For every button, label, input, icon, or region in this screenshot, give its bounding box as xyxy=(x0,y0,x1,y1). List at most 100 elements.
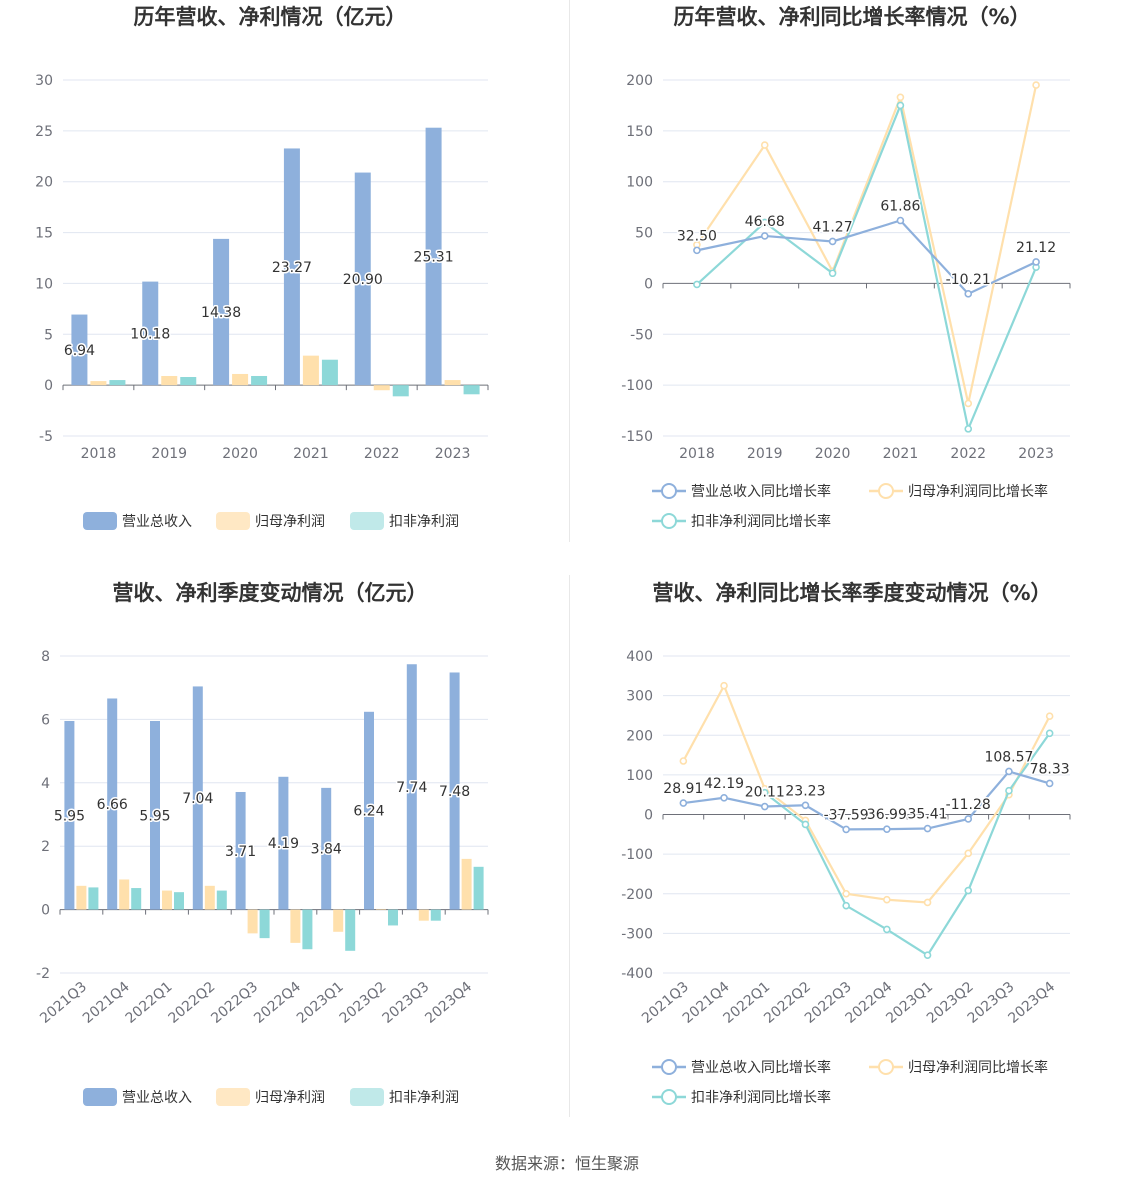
legend-label: 营业总收入同比增长率 xyxy=(691,1059,831,1076)
x-tick-label: 2021 xyxy=(883,446,919,462)
data-label: 6.66 xyxy=(97,797,128,813)
bar xyxy=(213,238,230,386)
y-tick-label: 50 xyxy=(635,226,653,242)
chart-title: 历年营收、净利同比增长率情况（%） xyxy=(673,5,1030,29)
x-tick-label: 2023Q2 xyxy=(337,979,390,1027)
legend-swatch xyxy=(83,1088,117,1106)
series-line xyxy=(682,683,1051,904)
legend-marker xyxy=(661,1089,677,1105)
data-label: 10.18 xyxy=(130,326,170,342)
data-point xyxy=(760,802,769,811)
legend-marker xyxy=(878,483,894,499)
data-point xyxy=(964,399,973,408)
data-point xyxy=(1032,258,1040,266)
y-tick-label: 30 xyxy=(35,73,53,89)
y-tick-label: -400 xyxy=(621,966,653,982)
data-point xyxy=(828,237,837,246)
x-tick-label: 2018 xyxy=(81,446,117,462)
y-tick-label: 300 xyxy=(626,689,653,705)
y-tick-label: -100 xyxy=(621,378,653,394)
chart-title: 营收、净利同比增长率季度变动情况（%） xyxy=(652,581,1051,605)
bar xyxy=(150,720,160,910)
data-point xyxy=(896,101,905,110)
data-label: 108.57 xyxy=(984,749,1033,765)
x-tick-label: 2019 xyxy=(151,446,187,462)
data-label: 42.19 xyxy=(704,776,744,792)
legend-swatch xyxy=(216,512,250,530)
y-tick-label: 15 xyxy=(35,226,53,242)
bar xyxy=(354,172,371,386)
data-label: 5.95 xyxy=(54,808,85,824)
data-point xyxy=(842,901,850,910)
data-label: 28.91 xyxy=(663,781,703,797)
data-label: 61.86 xyxy=(880,199,920,215)
data-label: 7.48 xyxy=(439,784,470,800)
data-point xyxy=(964,849,973,858)
data-point xyxy=(1005,767,1013,776)
data-label: 35.41 xyxy=(908,807,948,823)
x-tick-label: 2021Q3 xyxy=(37,979,90,1027)
legend-label: 营业总收入 xyxy=(122,1090,192,1106)
legend-label: 营业总收入同比增长率 xyxy=(691,483,831,500)
y-tick-label: -5 xyxy=(39,429,53,445)
y-tick-label: 4 xyxy=(41,776,50,792)
data-label: 6.24 xyxy=(353,804,384,820)
data-label: 6.94 xyxy=(64,343,95,359)
legend-label: 扣非净利润同比增长率 xyxy=(691,1089,831,1106)
y-tick-label: 400 xyxy=(626,649,653,665)
x-tick-label: 2023 xyxy=(435,446,471,462)
bar xyxy=(373,385,390,391)
chart-canvas: 营收、净利季度变动情况（亿元） -2 0 2 4 6 8 2021Q32021Q42022Q1… xyxy=(36,581,489,1106)
bar xyxy=(278,776,289,910)
data-point xyxy=(883,895,891,904)
y-tick-label: 25 xyxy=(35,124,53,140)
legend-label: 归母净利润同比增长率 xyxy=(908,1059,1048,1076)
data-label: 78.33 xyxy=(1030,761,1070,777)
bar xyxy=(142,281,159,386)
data-label: 41.27 xyxy=(813,219,853,235)
chart-title: 历年营收、净利情况（亿元） xyxy=(134,5,407,29)
x-tick-label: 2022Q2 xyxy=(166,979,219,1027)
y-tick-label: 6 xyxy=(41,712,50,728)
legend-swatch xyxy=(216,1088,250,1106)
y-tick-label: 0 xyxy=(44,378,53,394)
series-line xyxy=(696,84,1038,404)
data-label: -11.28 xyxy=(946,797,991,813)
data-label: 14.38 xyxy=(201,305,241,321)
divider xyxy=(569,575,570,1117)
bar xyxy=(425,127,442,386)
data-label: 36.99 xyxy=(867,807,907,823)
y-tick-label: -50 xyxy=(630,327,653,343)
data-point xyxy=(964,815,973,823)
bar xyxy=(449,672,460,910)
data-label: 7.04 xyxy=(182,791,213,807)
data-label: 7.74 xyxy=(396,780,427,796)
bar xyxy=(321,787,332,910)
x-tick-label: 2021 xyxy=(293,446,329,462)
data-point xyxy=(964,886,973,895)
x-tick-label: 2022 xyxy=(950,446,986,462)
y-tick-label: 100 xyxy=(626,768,653,784)
legend-marker xyxy=(661,1059,677,1075)
data-label: 5.95 xyxy=(139,808,170,824)
series-line xyxy=(764,732,1051,957)
legend-label: 归母净利润同比增长率 xyxy=(908,483,1048,500)
bar xyxy=(232,373,249,386)
bar xyxy=(290,909,301,943)
y-tick-label: 20 xyxy=(35,175,53,191)
legend-label: 扣非净利润 xyxy=(389,1090,459,1106)
bar xyxy=(473,866,484,910)
divider xyxy=(569,0,570,542)
bar xyxy=(71,314,88,386)
data-point xyxy=(923,898,932,907)
x-tick-label: 2022Q4 xyxy=(251,979,304,1027)
y-tick-label: 150 xyxy=(626,124,653,140)
x-tick-label: 2021Q4 xyxy=(80,979,133,1027)
legend-marker xyxy=(661,483,677,499)
x-tick-label: 2023Q4 xyxy=(422,979,475,1027)
data-point xyxy=(842,825,850,834)
legend-label: 扣非净利润同比增长率 xyxy=(691,513,831,530)
data-point xyxy=(964,425,973,433)
bar xyxy=(162,890,172,910)
data-point xyxy=(1005,786,1013,795)
